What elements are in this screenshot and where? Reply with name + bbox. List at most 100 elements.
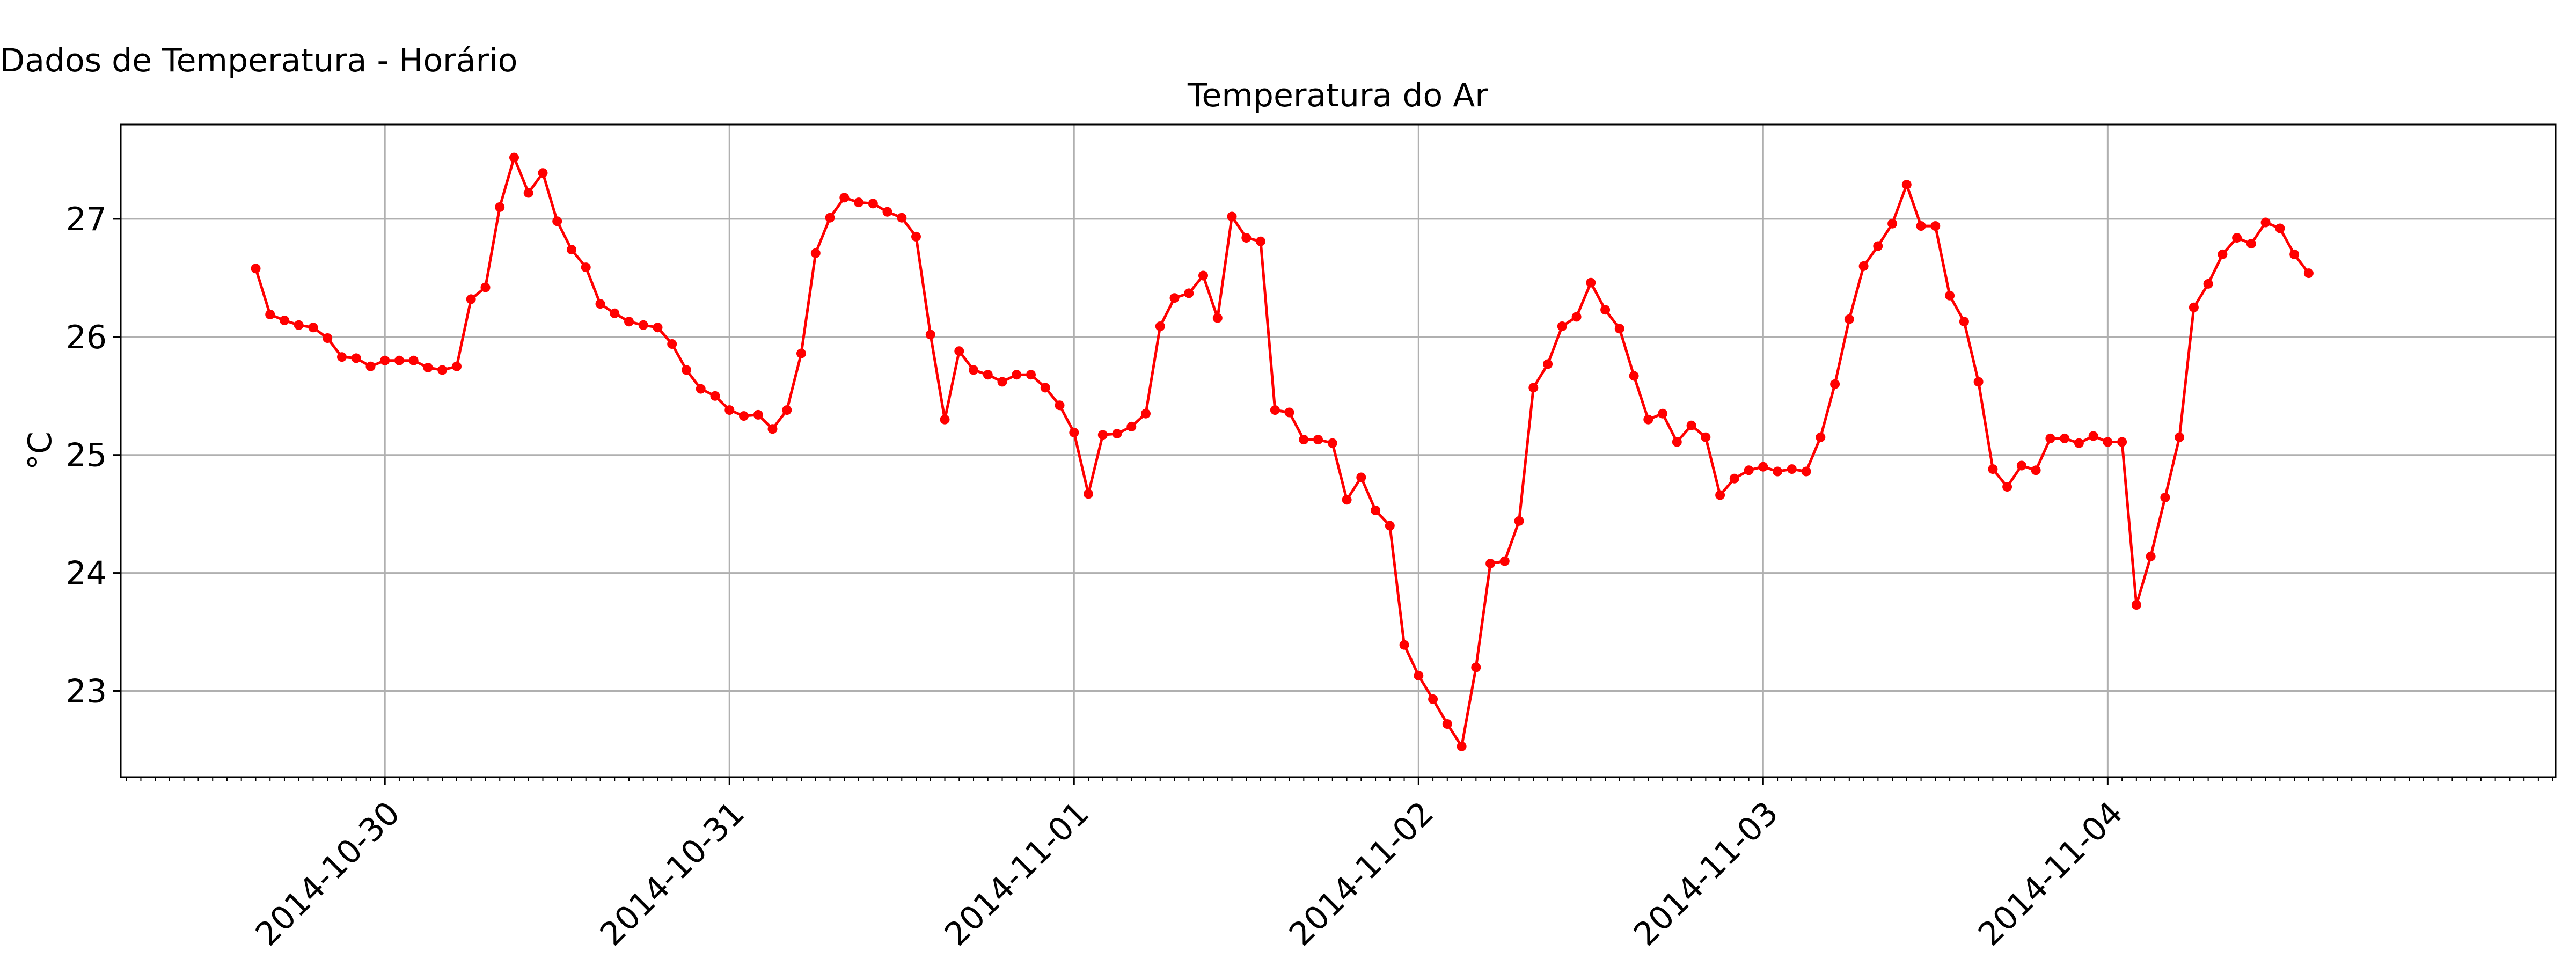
data-point <box>523 188 533 198</box>
data-point <box>1773 466 1783 477</box>
data-point <box>2074 438 2084 448</box>
data-point <box>265 310 275 319</box>
grid <box>121 125 2556 777</box>
data-point <box>2160 492 2170 502</box>
data-point <box>1342 495 1352 505</box>
data-point <box>1816 432 1826 442</box>
y-tick-label: 23 <box>66 672 107 710</box>
data-point <box>2246 239 2256 249</box>
data-point <box>1945 290 1955 301</box>
data-point <box>753 409 763 420</box>
data-point <box>1012 370 1022 380</box>
data-point <box>1428 694 1438 704</box>
x-tick-label: 2014-11-01 <box>938 794 1096 953</box>
data-point <box>1457 741 1467 751</box>
data-point <box>624 317 634 327</box>
data-point <box>696 384 706 394</box>
data-point <box>1614 324 1624 334</box>
data-point <box>1787 464 1797 474</box>
data-point <box>1356 472 1366 482</box>
data-point <box>308 323 318 333</box>
series-line <box>254 156 2310 748</box>
data-point <box>1371 506 1381 515</box>
data-point <box>2260 217 2271 228</box>
data-point <box>2002 482 2012 492</box>
data-point <box>940 414 950 425</box>
data-point <box>1126 421 1137 431</box>
data-point <box>365 361 376 371</box>
series-points <box>251 152 2314 751</box>
data-point <box>2203 279 2213 289</box>
data-point <box>710 391 720 401</box>
data-point <box>667 339 677 349</box>
data-point <box>337 352 347 362</box>
data-point <box>1055 400 1065 411</box>
data-point <box>1701 432 1711 442</box>
data-point <box>1686 420 1696 430</box>
data-point <box>1313 435 1323 445</box>
data-point <box>882 207 892 217</box>
data-point <box>495 202 505 212</box>
data-point <box>997 377 1007 387</box>
data-point <box>280 316 289 325</box>
data-point <box>2117 437 2127 447</box>
data-point <box>1471 662 1481 672</box>
data-point <box>2146 551 2156 561</box>
data-point <box>1830 379 1840 389</box>
data-point <box>1198 270 1208 281</box>
y-tick-label: 26 <box>66 319 107 356</box>
x-tick-label: 2014-11-02 <box>1282 794 1441 953</box>
data-point <box>2016 460 2026 471</box>
data-point <box>1270 405 1280 415</box>
data-point <box>653 323 663 333</box>
data-point <box>408 355 419 365</box>
data-point <box>1973 377 1984 387</box>
data-point <box>1586 277 1596 288</box>
chart-title: Temperatura do Ar <box>1187 77 1488 114</box>
data-point <box>1672 437 1682 447</box>
data-point <box>437 365 448 375</box>
data-point <box>2289 249 2300 259</box>
data-point <box>1557 321 1567 331</box>
data-point <box>2275 223 2285 233</box>
data-point <box>294 320 304 330</box>
data-point <box>1284 407 1294 418</box>
data-point <box>1155 321 1165 331</box>
data-point <box>1184 288 1194 298</box>
data-point <box>1212 313 1223 323</box>
data-point <box>1543 359 1553 369</box>
data-point <box>682 365 691 375</box>
data-point <box>767 424 778 434</box>
data-point <box>1959 317 1969 327</box>
data-point <box>380 355 390 365</box>
data-point <box>1169 293 1180 303</box>
data-point <box>1858 261 1869 271</box>
data-point <box>2103 437 2113 447</box>
data-point <box>394 355 404 365</box>
data-point <box>897 213 907 223</box>
data-point <box>2045 433 2055 443</box>
data-point <box>1385 521 1395 531</box>
data-point <box>1729 473 1739 484</box>
data-point <box>954 346 964 356</box>
x-axis-ticks: 2014-10-30 2014-10-31 2014-11-01 2014-11-02… <box>248 777 2130 953</box>
data-point <box>581 262 591 273</box>
data-point <box>2175 432 2185 442</box>
data-point <box>724 405 735 415</box>
data-point <box>323 333 333 343</box>
x-tick-label: 2014-11-04 <box>1971 794 2130 953</box>
data-point <box>2189 302 2199 312</box>
data-point <box>1658 408 1668 419</box>
data-point <box>2060 433 2070 443</box>
data-point <box>1241 233 1252 243</box>
data-point <box>825 213 835 223</box>
y-tick-label: 27 <box>66 201 107 238</box>
data-point <box>925 330 935 340</box>
data-point <box>1887 218 1898 229</box>
data-point <box>739 411 749 421</box>
data-point <box>610 308 620 318</box>
data-point <box>552 216 562 226</box>
data-point <box>1040 383 1050 393</box>
data-point <box>538 168 548 178</box>
